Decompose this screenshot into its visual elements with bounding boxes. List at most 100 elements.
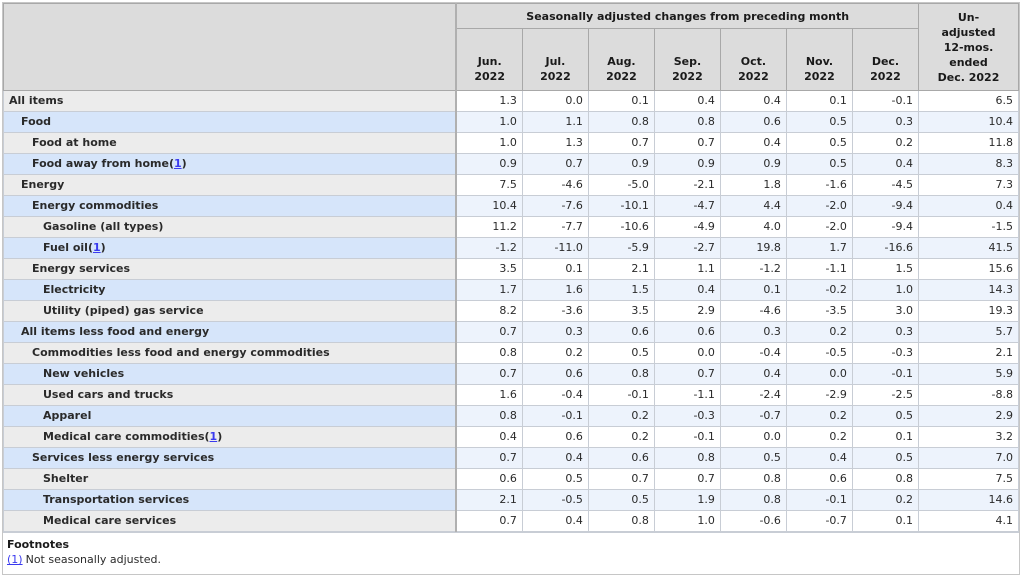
column-header-jul: Jul. 2022	[521, 28, 589, 91]
cell-value: 0.8	[851, 468, 920, 490]
cell-value: 41.5	[918, 237, 1019, 259]
table-body: All items 1.3 0.0 0.1 0.4 0.4 0.1 -0.1 6.5 Food 1.…	[3, 90, 1019, 532]
cell-value: 0.7	[455, 447, 523, 469]
cell-value: 1.3	[455, 90, 523, 112]
cell-value: 0.4	[918, 195, 1019, 217]
footnote-link[interactable]: (1)	[7, 553, 23, 566]
cell-value: 0.4	[521, 510, 589, 532]
cell-value: 0.9	[719, 153, 787, 175]
row-label-text: Energy	[21, 178, 65, 191]
cell-value: 0.2	[785, 426, 853, 448]
cell-value: 0.2	[587, 426, 655, 448]
row-label: Medical care services	[3, 510, 458, 532]
footnote-ref-link[interactable]: 1	[93, 241, 101, 254]
cell-value: 1.7	[785, 237, 853, 259]
cell-value: -1.5	[918, 216, 1019, 238]
row-label-text: All items less food and energy	[21, 325, 210, 338]
table-row: Energy 7.5 -4.6 -5.0 -2.1 1.8 -1.6 -4.5 7.3	[3, 174, 1019, 196]
cell-value: 19.8	[719, 237, 787, 259]
cell-value: 0.3	[521, 321, 589, 343]
cell-value: 0.8	[653, 111, 721, 133]
cell-value: 0.1	[851, 510, 920, 532]
row-label: Food at home	[3, 132, 458, 154]
cell-value: -0.4	[521, 384, 589, 406]
row-label-text: Transportation services	[43, 493, 190, 506]
row-label: Apparel	[3, 405, 458, 427]
row-label-text: Fuel oil	[43, 241, 88, 254]
cell-value: 1.3	[521, 132, 589, 154]
cell-value: 15.6	[918, 258, 1019, 280]
cell-value: -4.7	[653, 195, 721, 217]
table-row: Medical care services 0.7 0.4 0.8 1.0 -0.6 -0.…	[3, 510, 1019, 532]
cell-value: -2.9	[785, 384, 853, 406]
cell-value: 0.7	[653, 132, 721, 154]
cell-value: 1.0	[851, 279, 920, 301]
cell-value: 0.3	[719, 321, 787, 343]
column-header-oct: Oct. 2022	[719, 28, 787, 91]
row-label: Commodities less food and energy commodi…	[3, 342, 458, 364]
column-header-unadjusted: Un- adjusted 12-mos. ended Dec. 2022	[918, 3, 1019, 91]
cell-value: -0.4	[719, 342, 787, 364]
cell-value: 0.2	[587, 405, 655, 427]
cell-value: 0.7	[455, 321, 523, 343]
row-label-text: Electricity	[43, 283, 106, 296]
cell-value: 1.0	[455, 132, 523, 154]
cell-value: 0.5	[851, 405, 920, 427]
table-row: Electricity 1.7 1.6 1.5 0.4 0.1 -0.2 1.0 14.3	[3, 279, 1019, 301]
cell-value: -7.7	[521, 216, 589, 238]
cell-value: 0.5	[587, 342, 655, 364]
cell-value: 19.3	[918, 300, 1019, 322]
cell-value: -0.5	[521, 489, 589, 511]
row-label-text: Shelter	[43, 472, 89, 485]
column-header-aug: Aug. 2022	[587, 28, 655, 91]
cell-value: 0.6	[587, 447, 655, 469]
footnote-ref-link[interactable]: 1	[173, 157, 182, 170]
cell-value: 0.5	[851, 447, 920, 469]
cell-value: 2.1	[918, 342, 1019, 364]
table-row: Energy commodities 10.4 -7.6 -10.1 -4.7 4.4 -2…	[3, 195, 1019, 217]
cell-value: -0.1	[851, 363, 920, 385]
cell-value: -0.6	[719, 510, 787, 532]
cell-value: -10.1	[587, 195, 655, 217]
row-label: Used cars and trucks	[3, 384, 458, 406]
row-label: Electricity	[3, 279, 458, 301]
cell-value: -0.7	[719, 405, 787, 427]
row-label: Energy commodities	[3, 195, 458, 217]
cell-value: 0.4	[653, 279, 721, 301]
cell-value: 10.4	[918, 111, 1019, 133]
cell-value: -0.2	[785, 279, 853, 301]
cell-value: 3.0	[851, 300, 920, 322]
cell-value: -0.7	[785, 510, 853, 532]
cell-value: 0.4	[719, 363, 787, 385]
row-label-text: Medical care commodities	[43, 430, 205, 443]
cell-value: 3.2	[918, 426, 1019, 448]
cell-value: -16.6	[851, 237, 920, 259]
table-header: Seasonally adjusted changes from precedi…	[3, 3, 1019, 91]
cell-value: 1.0	[455, 111, 523, 133]
cell-value: 2.9	[653, 300, 721, 322]
row-label-text: Food	[21, 115, 52, 128]
cell-value: 0.1	[521, 258, 589, 280]
cell-value: 0.6	[653, 321, 721, 343]
cell-value: 1.6	[455, 384, 523, 406]
footnote-text: Not seasonally adjusted.	[25, 553, 161, 566]
cell-value: 0.5	[587, 489, 655, 511]
cell-value: -2.1	[653, 174, 721, 196]
cell-value: 0.8	[587, 363, 655, 385]
cell-value: -1.1	[653, 384, 721, 406]
table-row: Used cars and trucks 1.6 -0.4 -0.1 -1.1 -2.4-…	[3, 384, 1019, 406]
table-row: Medical care commodities(1) 0.4 0.6 0.2 -0.1…	[3, 426, 1019, 448]
cell-value: -0.1	[653, 426, 721, 448]
cell-value: 0.2	[785, 321, 853, 343]
table-row: Gasoline (all types) 11.2 -7.7 -10.6 -4.9 4.0…	[3, 216, 1019, 238]
cell-value: 0.7	[653, 363, 721, 385]
row-label-text: Services less energy services	[32, 451, 215, 464]
cell-value: -8.8	[918, 384, 1019, 406]
row-label-text: New vehicles	[43, 367, 125, 380]
cell-value: 4.1	[918, 510, 1019, 532]
cell-value: -9.4	[851, 195, 920, 217]
cell-value: 0.2	[851, 132, 920, 154]
cell-value: 0.5	[521, 468, 589, 490]
cell-value: 4.4	[719, 195, 787, 217]
footnote-ref-link[interactable]: 1	[209, 430, 218, 443]
